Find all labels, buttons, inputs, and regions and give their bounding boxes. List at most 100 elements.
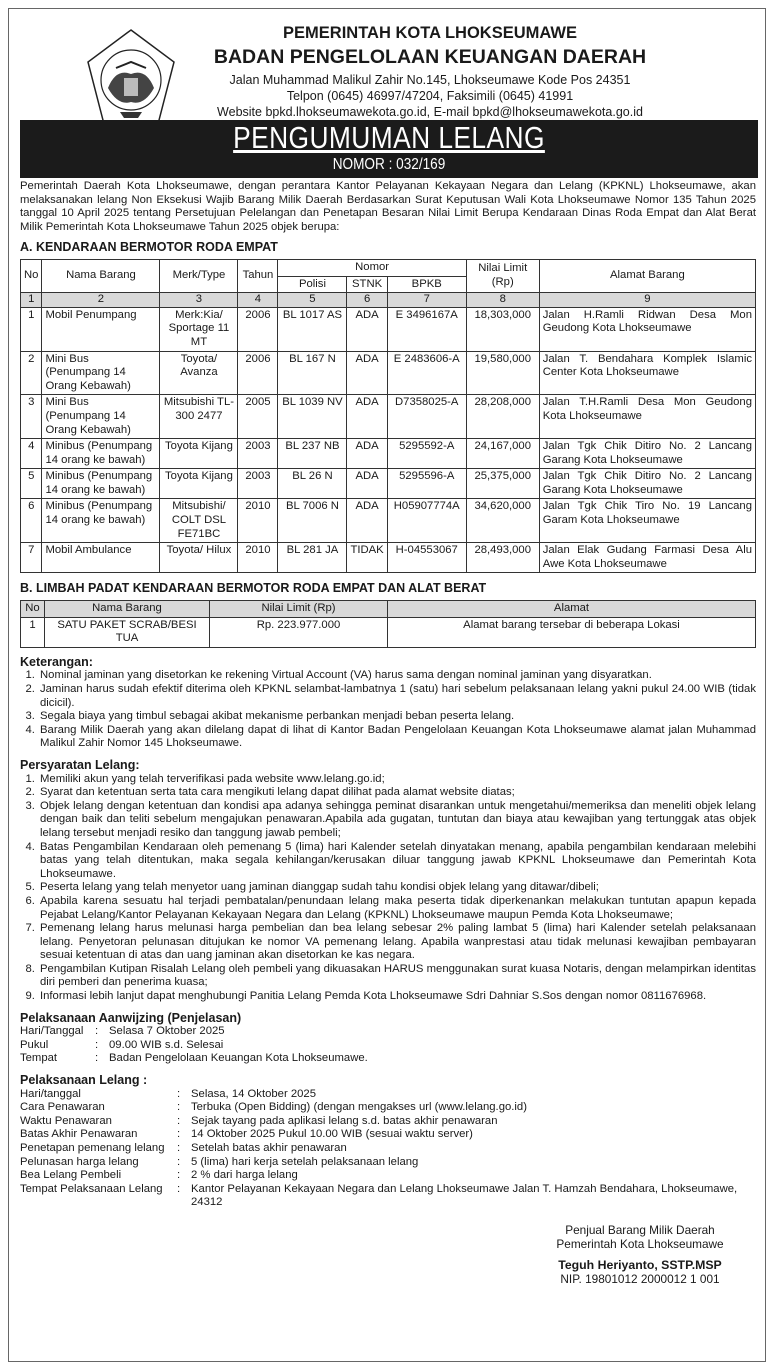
detail-separator: : [177,1169,181,1182]
column-number: 5 [277,292,348,308]
announcement-number: NOMOR : 032/169 [332,156,446,173]
col-merk: Merk/Type [159,258,239,294]
table-cell: 18,303,000 [465,306,540,352]
table-cell: Jalan Tgk Chik Tiro No. 19 Lancang Garam… [538,498,757,544]
table-row: 5 Minibus (Penumpang 14 orang ke bawah) To… [19,468,757,500]
keterangan-title: Keterangan: [20,654,93,669]
table-cell: 24,167,000 [465,438,540,470]
detail-row: Hari/tanggal: Selasa, 14 Oktober 2025 [20,1088,756,1102]
scrap-table: No Nama Barang Nilai Limit (Rp) Alamat 1 SAT… [20,600,756,648]
table-cell: BL 167 N [277,350,348,396]
detail-row: Cara Penawaran: Terbuka (Open Bidding) (d… [20,1101,756,1115]
list-item: Pengambilan Kutipan Risalah Lelang oleh … [38,963,756,990]
pelaksanaan-details: Hari/tanggal: Selasa, 14 Oktober 2025 Cara… [20,1088,756,1210]
detail-separator: : [177,1128,181,1141]
section-a-title: A. KENDARAAN BERMOTOR RODA EMPAT [20,240,278,255]
column-header: Nama Barang [44,600,210,618]
table-row: 4 Minibus (Penumpang 14 orang ke bawah) To… [19,438,757,470]
detail-separator: : [177,1101,181,1114]
column-number: 8 [465,292,540,308]
table-cell: TIDAK [346,542,388,574]
table-cell: 5 [19,468,43,500]
column-number: 1 [19,292,43,308]
table-row: 7 Mobil Ambulance Toyota/ Hilux 2010 BL 281 … [19,542,757,574]
detail-separator: : [95,1052,99,1065]
detail-row: Tempat: Badan Pengelolaan Keuangan Kota L… [20,1052,756,1066]
table-cell: 1 [20,616,45,648]
table-cell: 2003 [237,468,279,500]
table-cell: 25,375,000 [465,468,540,500]
detail-separator: : [95,1025,99,1038]
detail-label: Penetapan pemenang lelang [20,1142,165,1154]
table-cell: Minibus (Penumpang 14 orang ke bawah) [41,498,161,544]
column-number: 9 [538,292,757,308]
detail-label: Tempat Pelaksanaan Lelang [20,1182,163,1195]
col-nilai: Nilai Limit (Rp) [465,258,540,294]
detail-label: Pukul [20,1038,49,1051]
detail-row: Penetapan pemenang lelang: Setelah batas … [20,1142,756,1156]
detail-separator: : [95,1038,99,1051]
table-cell: 4 [19,438,43,470]
col-polisi: Polisi [277,275,348,294]
list-item: Jaminan harus sudah efektif diterima ole… [38,683,756,710]
table-cell: Mitsubishi/ COLT DSL FE71BC [159,498,239,544]
column-number: 2 [41,292,161,308]
announcement-body: Pemerintah Daerah Kota Lhokseumawe, deng… [19,180,757,1286]
table-cell: 2005 [237,394,279,440]
detail-row: Tempat Pelaksanaan Lelang: Kantor Pelayan… [20,1183,756,1210]
signer-nip: NIP. 19801012 2000012 1 001 [560,1271,720,1286]
detail-row: Pukul:09.00 WIB s.d. Selesai [20,1039,756,1053]
detail-separator: : [177,1155,181,1168]
city-emblem-logo [87,29,175,125]
list-item: Pemenang lelang harus melunasi harga pem… [38,922,756,963]
table-cell: ADA [346,498,388,544]
pelaksanaan-title: Pelaksanaan Lelang : [20,1073,148,1088]
table-cell: 2006 [237,350,279,396]
signature-block: Penjual Barang Milik Daerah Pemerintah K… [530,1222,750,1286]
col-no: No [19,258,43,294]
table-cell: E 3496167A [386,306,467,352]
column-number: 4 [237,292,279,308]
list-item: Memiliki akun yang telah terverifikasi p… [38,773,756,787]
detail-value: Selasa 7 Oktober 2025 [109,1025,225,1038]
table-cell: 34,620,000 [465,498,540,544]
table-cell: 5295596-A [386,468,467,500]
agency-name: BADAN PENGELOLAAN KEUANGAN DAERAH [213,46,647,68]
keterangan-list: Nominal jaminan yang disetorkan ke reken… [20,669,756,751]
table-cell: 2010 [237,542,279,574]
table-row: 2 Mini Bus (Penumpang 14 Orang Kebawah) To… [19,350,757,396]
table-cell: SATU PAKET SCRAB/BESI TUA [44,616,210,648]
list-item: Syarat dan ketentuan serta tata cara men… [38,786,756,800]
detail-separator: : [177,1182,181,1195]
table-row: 1 SATU PAKET SCRAB/BESI TUA Rp. 223.977.00… [20,616,756,648]
table-cell: 1 [19,306,43,352]
table-cell: Jalan H.Ramli Ridwan Desa Mon Geudong Ko… [538,306,757,352]
agency-address: Jalan Muhammad Malikul Zahir No.145, Lho… [229,73,631,87]
column-header: Alamat [387,600,756,618]
table-cell: Toyota Kijang [159,468,239,500]
column-number: 6 [346,292,388,308]
agency-phone: Telpon (0645) 46997/47204, Faksimili (06… [286,89,574,103]
detail-label: Hari/Tanggal [20,1025,84,1038]
detail-value: Setelah batas akhir penawaran [191,1142,347,1154]
persyaratan-list: Memiliki akun yang telah terverifikasi p… [20,773,756,1004]
table-cell: Jalan T. Bendahara Komplek Islamic Cente… [538,350,757,396]
table-cell: Mitsubishi TL-300 2477 [159,394,239,440]
detail-value: 09.00 WIB s.d. Selesai [109,1038,224,1051]
list-item: Batas Pengambilan Kendaraan oleh pemenan… [38,841,756,882]
table-cell: Toyota/ Hilux [159,542,239,574]
table-cell: Mobil Penumpang [41,306,161,352]
table-cell: ADA [346,350,388,396]
list-item: Informasi lebih lanjut dapat menghubungi… [38,990,756,1004]
column-number: 7 [386,292,467,308]
signer-role: Penjual Barang Milik Daerah [565,1222,715,1237]
detail-row: Bea Lelang Pembeli:2 % dari harga lelang [20,1169,756,1183]
table-row: 1 Mobil Penumpang Merk:Kia/ Sportage 11 MT… [19,306,757,352]
section-b-title: B. LIMBAH PADAT KENDARAAN BERMOTOR RODA … [20,581,487,596]
detail-value: 5 (lima) hari kerja setelah pelaksanaan … [191,1155,419,1168]
detail-separator: : [177,1087,181,1100]
detail-value: 14 Oktober 2025 Pukul 10.00 WIB (sesuai … [191,1128,473,1141]
table-cell: ADA [346,306,388,352]
persyaratan-title: Persyaratan Lelang: [20,757,140,772]
table-cell: 28,208,000 [465,394,540,440]
